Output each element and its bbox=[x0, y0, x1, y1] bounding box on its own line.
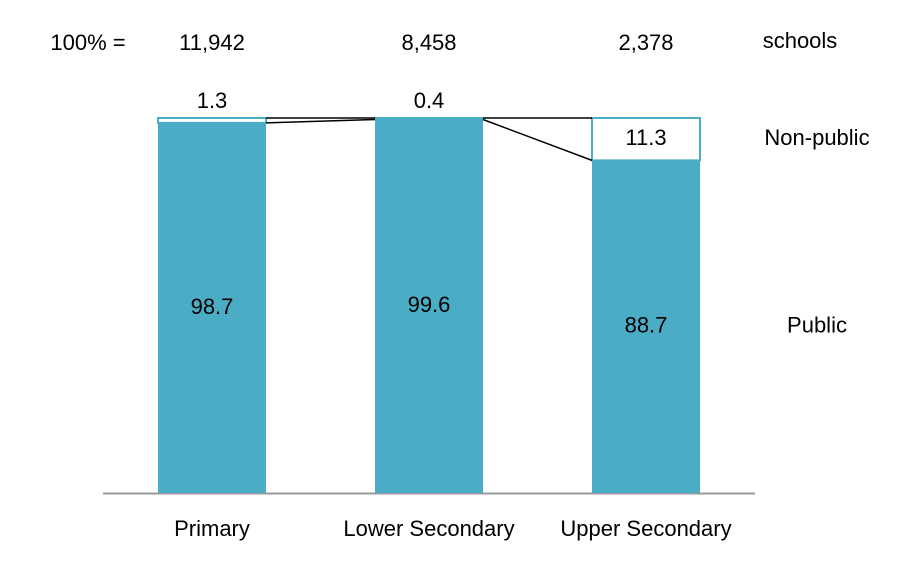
data-label: 88.7 bbox=[625, 313, 668, 338]
total-unit: schools bbox=[763, 28, 838, 53]
bar-segment bbox=[374, 117, 484, 121]
data-label: 98.7 bbox=[191, 294, 234, 319]
bar-segment bbox=[157, 117, 267, 124]
bar-segment bbox=[158, 122, 266, 493]
x-tick-label: Primary bbox=[174, 516, 250, 541]
legend-label: Non-public bbox=[764, 125, 869, 150]
connector bbox=[265, 118, 376, 124]
total-value: 8,458 bbox=[401, 30, 456, 55]
bar-segment bbox=[375, 119, 483, 493]
total-value: 11,942 bbox=[179, 30, 245, 55]
total-label: 100% = bbox=[50, 30, 125, 55]
legend-label: Public bbox=[787, 313, 847, 338]
total-value: 2,378 bbox=[618, 30, 673, 55]
bar-segment bbox=[591, 117, 701, 162]
data-label: 99.6 bbox=[408, 292, 451, 317]
x-tick-label: Lower Secondary bbox=[343, 516, 514, 541]
bar-segment bbox=[592, 160, 700, 493]
connector bbox=[482, 118, 593, 162]
data-label: 1.3 bbox=[197, 88, 228, 113]
x-tick-label: Upper Secondary bbox=[560, 516, 731, 541]
data-label: 11.3 bbox=[625, 125, 666, 150]
data-label: 0.4 bbox=[414, 88, 445, 113]
